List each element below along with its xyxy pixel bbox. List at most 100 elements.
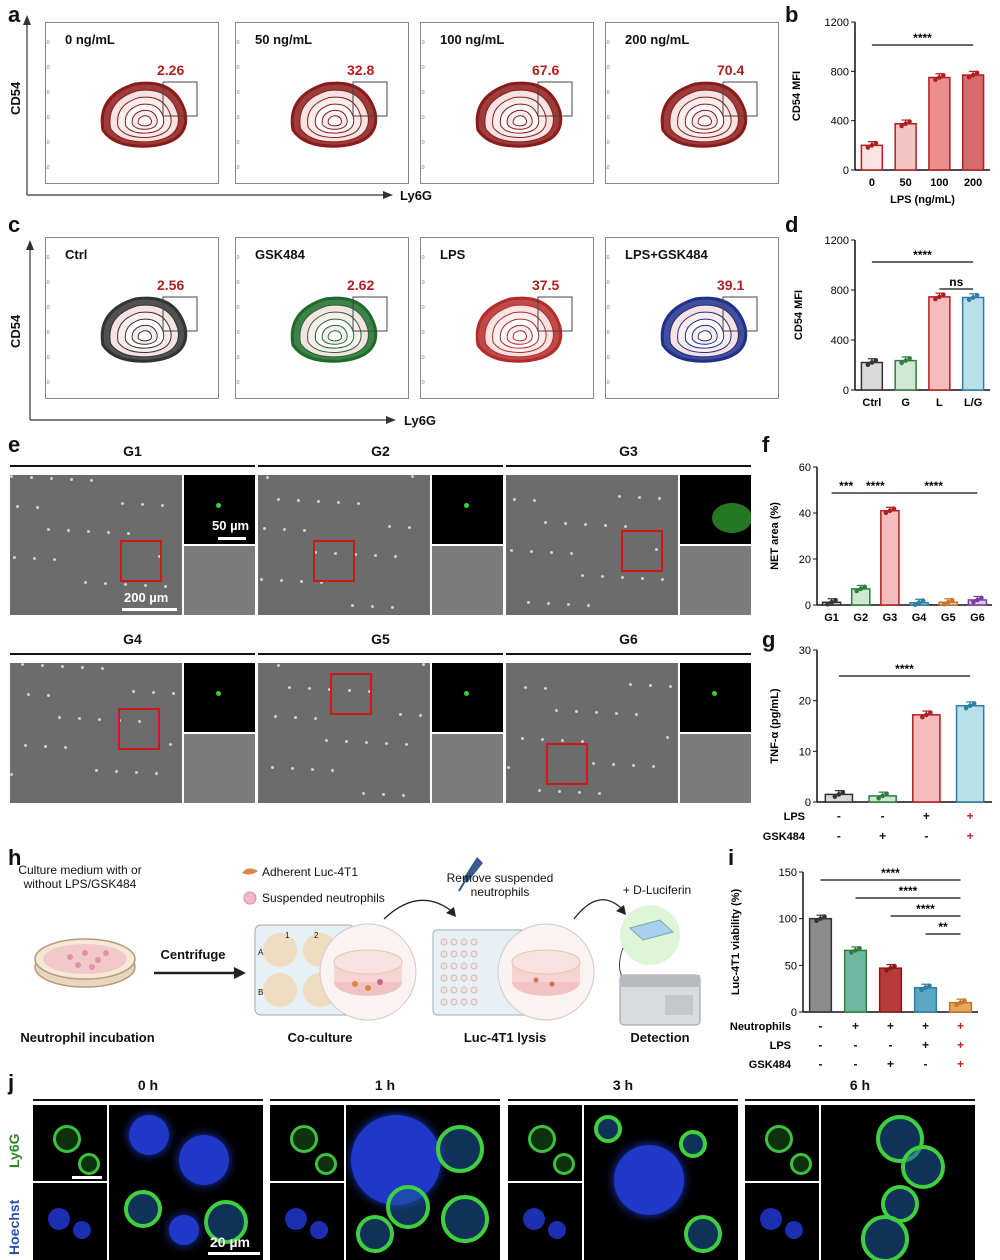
group-divider: [506, 465, 751, 467]
data-point: [899, 123, 904, 129]
data-point: [916, 600, 922, 605]
x-tick-label: G5: [941, 612, 956, 624]
svg-text:10: 10: [235, 165, 240, 171]
condition-sign: +: [923, 809, 930, 823]
significance-label: ****: [881, 866, 900, 880]
fluorescence-inset: [184, 663, 255, 732]
significance-label: ns: [949, 275, 963, 289]
y-tick-label: 1200: [825, 235, 849, 247]
svg-text:10: 10: [235, 305, 240, 311]
data-point: [945, 599, 951, 605]
adherent-label: Adherent Luc-4T1: [262, 865, 359, 879]
y-tick-label: 0: [805, 797, 811, 809]
merged-image: [584, 1105, 738, 1260]
well-label-1: 1: [285, 931, 290, 940]
condition-sign: +: [967, 809, 974, 823]
data-point: [899, 360, 904, 366]
scale-bar-label: 200 µm: [124, 590, 169, 605]
x-tick-label: G3: [883, 612, 898, 624]
condition-row-label: LPS: [770, 1040, 791, 1052]
panel-label-g: g: [762, 627, 776, 652]
data-point: [903, 121, 908, 127]
flow-a-axis-arrows: [23, 15, 393, 199]
data-point: [884, 791, 889, 796]
svg-text:10: 10: [420, 140, 425, 146]
condition-row-label: GSK484: [749, 1059, 792, 1071]
data-point: [971, 599, 976, 605]
y-tick-label: 0: [805, 600, 811, 612]
condition-sign: -: [924, 829, 928, 843]
significance-label: ****: [899, 884, 918, 898]
data-point: [840, 789, 846, 795]
data-point: [963, 705, 969, 711]
condition-sign: +: [887, 1057, 894, 1071]
data-point: [903, 358, 908, 363]
data-point: [888, 965, 893, 971]
data-point: [865, 145, 871, 150]
svg-text:10: 10: [235, 330, 240, 336]
data-point: [854, 588, 860, 594]
y-axis-label: Luc-4T1 viability (%): [730, 888, 742, 995]
condition-sign: +: [922, 1019, 929, 1033]
x-tick-label: G6: [970, 612, 985, 624]
brightfield-inset: [184, 734, 255, 803]
svg-text:10: 10: [45, 305, 50, 311]
confocal-inset-scale-bar: [72, 1176, 102, 1179]
y-tick-label: 0: [843, 165, 849, 177]
timepoint-title: 6 h: [849, 1077, 871, 1093]
bar: [961, 74, 985, 171]
bar: [860, 144, 884, 171]
panel-label-i: i: [728, 845, 735, 870]
group-title: G3: [619, 443, 638, 459]
lysis-label: Luc-4T1 lysis: [463, 1030, 547, 1045]
bar: [928, 296, 951, 391]
confocal-scale-label: 20 µm: [210, 1234, 250, 1250]
brightfield-inset: [432, 546, 503, 615]
y-tick-label: 0: [843, 385, 849, 397]
data-point: [814, 918, 819, 924]
gate-percentage: 2.26: [157, 62, 185, 78]
bar: [860, 361, 884, 391]
gate-percentage: 70.4: [717, 62, 745, 78]
condition-sign: +: [852, 1019, 859, 1033]
roi-box: [118, 708, 160, 750]
contour-plot: 10 10 10 10 10 10: [420, 40, 573, 171]
data-point: [857, 946, 862, 951]
bar-chart-svg: 0 400 800 1200 CD54 MFI 0 50 100 200 LPS (ng/mL) *…: [791, 17, 990, 206]
contour-plot: 10 10 10 10 10 10: [45, 40, 198, 171]
data-point: [869, 360, 875, 365]
svg-text:10: 10: [235, 115, 240, 121]
condition-sign: -: [854, 1057, 858, 1071]
condition-sign: -: [889, 1038, 893, 1052]
timepoint-divider: [745, 1099, 975, 1101]
svg-text:10: 10: [45, 355, 50, 361]
data-point: [924, 712, 929, 718]
y-axis-label: TNF-α (pg/mL): [769, 688, 781, 764]
data-point: [858, 586, 864, 592]
svg-text:10: 10: [605, 40, 610, 46]
roi-box: [546, 743, 588, 785]
data-point: [970, 72, 976, 78]
gate-percentage: 32.8: [347, 62, 375, 78]
y-tick-label: 10: [799, 746, 811, 758]
y-tick-label: 400: [831, 116, 849, 128]
neutrophil-icon: [243, 891, 257, 905]
data-point: [865, 362, 871, 368]
svg-text:10: 10: [235, 90, 240, 96]
y-tick-label: 1200: [825, 17, 849, 29]
condition-sign: -: [924, 1057, 928, 1071]
condition-sign: -: [819, 1038, 823, 1052]
scale-bar: [122, 608, 177, 611]
data-point: [966, 74, 972, 80]
bar-chart-svg: 0 10 20 30 TNF-α (pg/mL) **** LPS - - + + GSK484 - + -…: [763, 645, 992, 843]
svg-text:10: 10: [235, 65, 240, 71]
data-point: [966, 297, 972, 303]
row-label-ly6g: Ly6G: [6, 1133, 22, 1169]
data-point: [975, 597, 980, 603]
bar: [955, 704, 985, 803]
hoechst-channel-image: [270, 1183, 344, 1260]
timepoint-divider: [508, 1099, 738, 1101]
data-point: [825, 602, 830, 607]
svg-text:10: 10: [605, 380, 610, 386]
flow-plot-title: Ctrl: [65, 247, 88, 262]
